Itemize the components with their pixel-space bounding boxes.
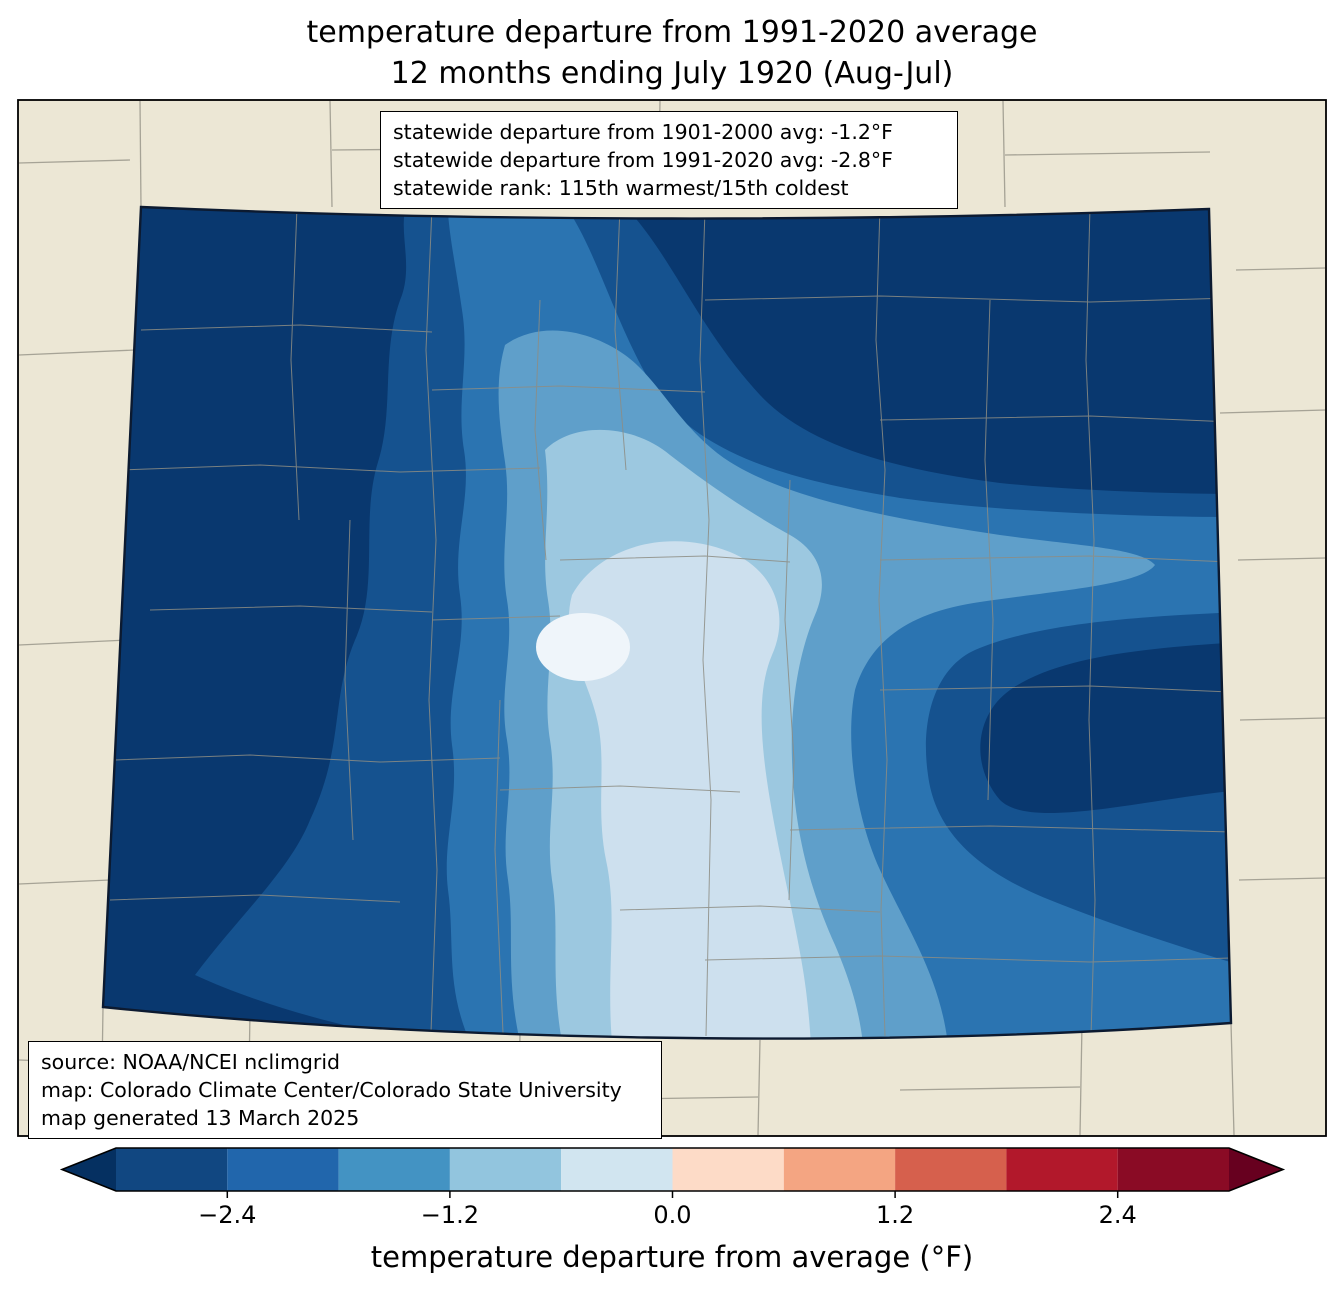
colorbar: −2.4 −1.2 0.0 1.2 2.4: [59, 1147, 1286, 1229]
colorbar-segment: [1117, 1148, 1229, 1191]
source-line-2: map: Colorado Climate Center/Colorado St…: [41, 1078, 622, 1102]
tick-label: 2.4: [1099, 1201, 1137, 1229]
colorbar-segment: [561, 1148, 673, 1191]
colorbar-segment: [672, 1148, 784, 1191]
contour-band-5: [568, 541, 811, 1039]
figure-title: temperature departure from 1991-2020 ave…: [0, 12, 1344, 94]
colorbar-segment: [1006, 1148, 1118, 1191]
stats-box: statewide departure from 1901-2000 avg: …: [380, 111, 958, 209]
colorbar-left-arrow: [62, 1148, 116, 1191]
colorbar-segment: [116, 1148, 228, 1191]
colorbar-segment: [338, 1148, 450, 1191]
colorbar-outline: [59, 1147, 1286, 1192]
source-line-1: source: NOAA/NCEI nclimgrid: [41, 1050, 341, 1074]
colorbar-segment: [783, 1148, 896, 1191]
title-line-1: temperature departure from 1991-2020 ave…: [306, 15, 1038, 50]
colorbar-segment: [895, 1148, 1007, 1191]
colorbar-tick-labels: −2.4 −1.2 0.0 1.2 2.4: [198, 1201, 1137, 1229]
stats-line-2: statewide departure from 1991-2020 avg: …: [393, 148, 893, 172]
stats-line-3: statewide rank: 115th warmest/15th colde…: [393, 176, 849, 200]
tick-label: −2.4: [198, 1201, 256, 1229]
source-box: source: NOAA/NCEI nclimgrid map: Colorad…: [28, 1041, 662, 1139]
colorbar-segment: [449, 1148, 562, 1191]
source-line-3: map generated 13 March 2025: [41, 1106, 360, 1130]
county-lines: [109, 207, 1231, 1037]
contour-band-6: [536, 613, 630, 681]
colorbar-right-arrow: [1229, 1148, 1283, 1191]
state-border: [101, 205, 1233, 1040]
colorbar-axis-label: temperature departure from average (°F): [370, 1240, 974, 1274]
tick-label: −1.2: [421, 1201, 479, 1229]
tick-label: 1.2: [876, 1201, 914, 1229]
title-line-2: 12 months ending July 1920 (Aug-Jul): [390, 56, 954, 91]
colorbar-segment: [227, 1148, 339, 1191]
stats-line-1: statewide departure from 1901-2000 avg: …: [393, 120, 893, 144]
colorbar-tick-marks: [226, 1191, 1119, 1198]
colorado-contours: [103, 207, 1231, 1039]
tick-label: 0.0: [653, 1201, 691, 1229]
